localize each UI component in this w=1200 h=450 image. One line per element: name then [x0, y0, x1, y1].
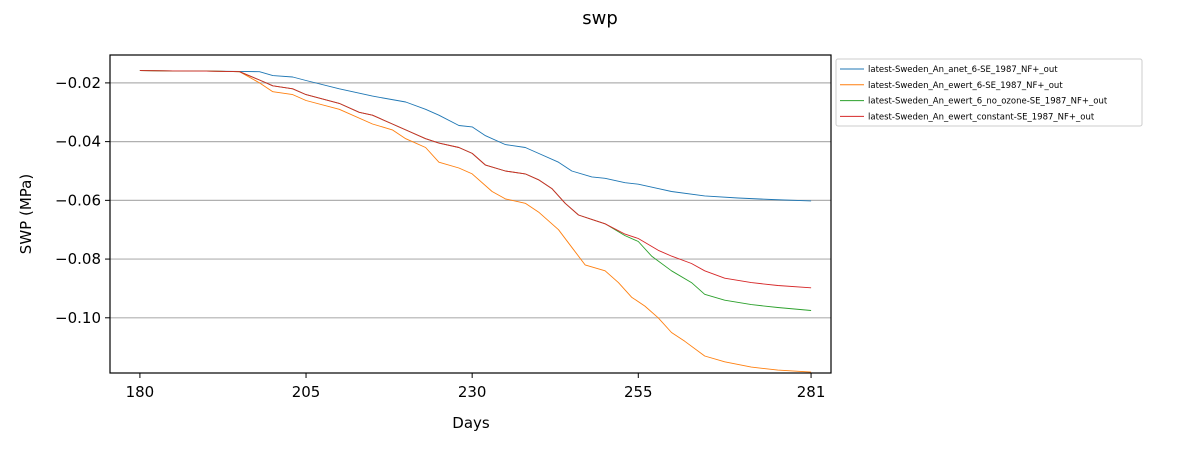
y-tick-label: −0.04 [55, 133, 101, 151]
legend-label: latest-Sweden_An_ewert_6_no_ozone-SE_198… [868, 97, 1108, 107]
x-tick-label: 255 [624, 383, 653, 401]
x-tick-label: 180 [126, 383, 155, 401]
series-line-2 [139, 70, 812, 373]
y-tick-label: −0.08 [55, 250, 101, 268]
legend-label: latest-Sweden_An_ewert_constant-SE_1987_… [868, 112, 1095, 122]
x-tick-label: 281 [797, 383, 826, 401]
y-tick-label: −0.06 [55, 191, 101, 209]
x-axis: 180 205 230 255 281 [126, 373, 826, 401]
legend-label: latest-Sweden_An_anet_6-SE_1987_NF+_out [868, 65, 1058, 75]
x-axis-label: Days [452, 414, 490, 432]
series-line-1 [139, 70, 812, 202]
y-axis: −0.02 −0.04 −0.06 −0.08 −0.10 [55, 74, 110, 327]
series-layer [139, 70, 812, 373]
y-tick-label: −0.10 [55, 309, 101, 327]
legend: latest-Sweden_An_anet_6-SE_1987_NF+_outl… [835, 58, 1143, 127]
x-tick-label: 205 [292, 383, 321, 401]
y-axis-label: SWP (MPa) [17, 174, 35, 254]
grid-lines [110, 82, 831, 319]
plot-frame [109, 54, 832, 374]
chart-title: swp [582, 8, 618, 29]
series-line-4 [139, 70, 812, 289]
y-tick-label: −0.02 [55, 74, 101, 92]
legend-label: latest-Sweden_An_ewert_6-SE_1987_NF+_out [868, 81, 1063, 91]
x-tick-label: 230 [458, 383, 487, 401]
legend-frame [835, 58, 1143, 127]
